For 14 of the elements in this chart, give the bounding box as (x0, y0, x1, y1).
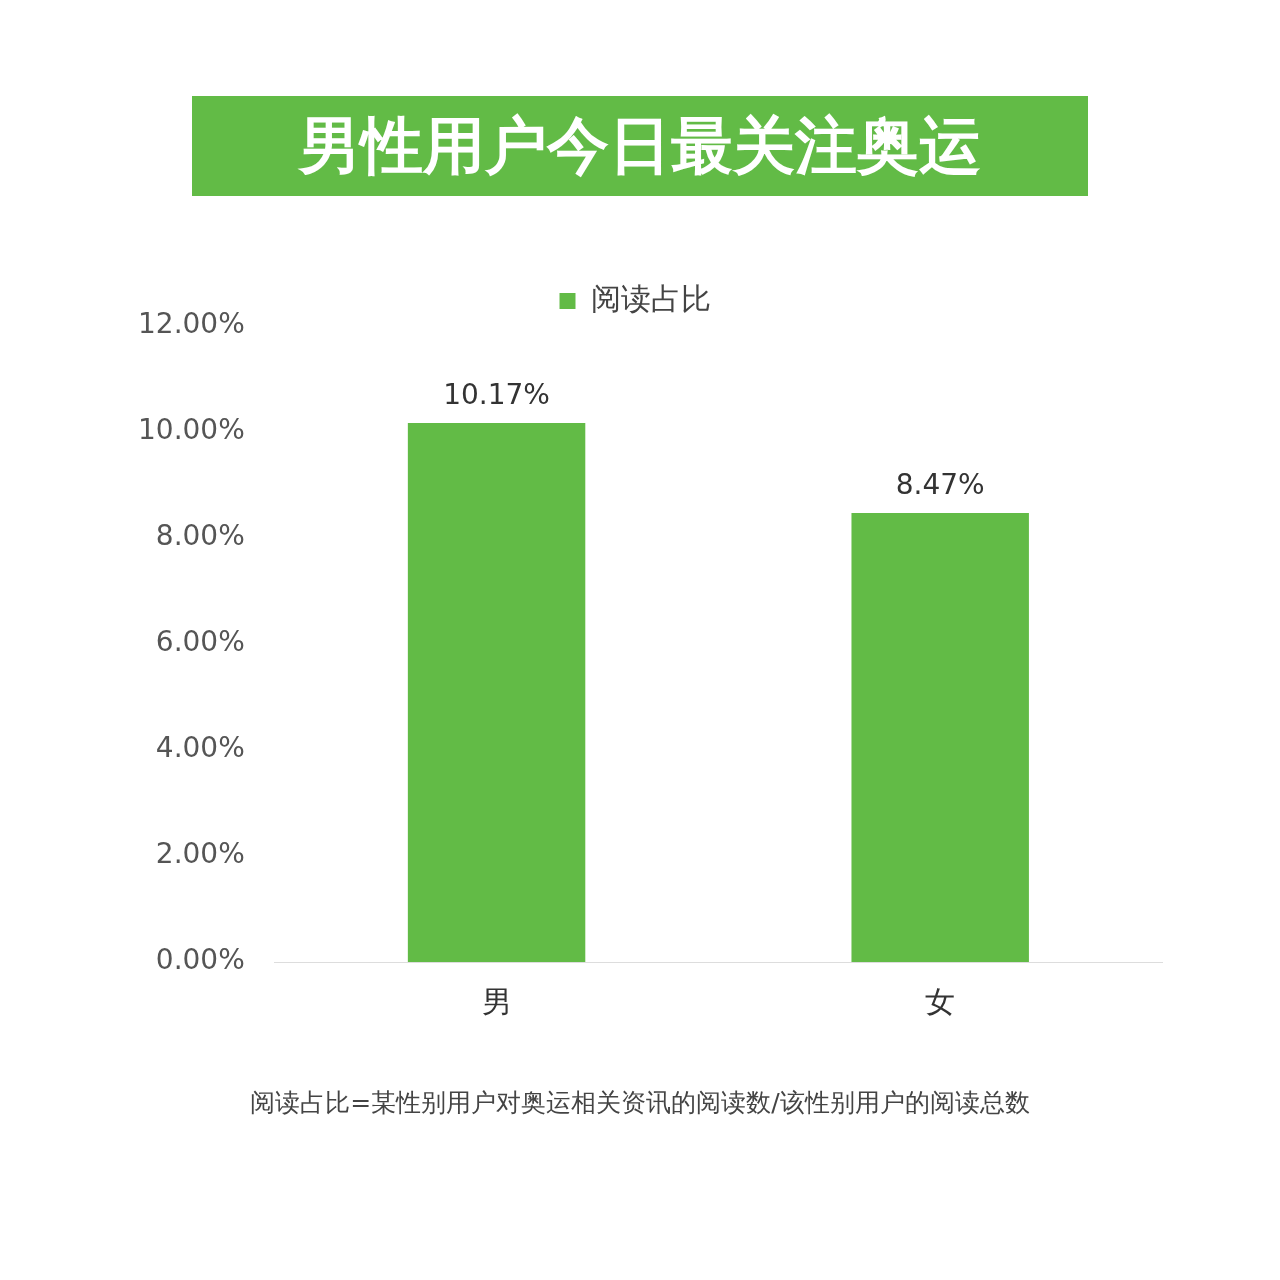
y-tick-label: 8.00% (155, 519, 245, 553)
y-tick-label: 2.00% (155, 837, 245, 871)
chart-title: 男性用户今日最关注奥运 (299, 108, 981, 184)
y-tick-label: 4.00% (155, 731, 245, 765)
y-tick-label: 10.00% (138, 413, 245, 447)
x-tick-label: 男 (481, 983, 512, 1019)
legend-label: 阅读占比 (590, 280, 711, 316)
y-tick-label: 0.00% (155, 943, 245, 977)
y-tick-label: 12.00% (138, 307, 245, 341)
data-label: 8.47% (895, 468, 985, 502)
data-label: 10.17% (443, 378, 550, 412)
x-tick-label: 女 (925, 983, 956, 1019)
y-tick-label: 6.00% (155, 625, 245, 659)
text: 阅读占比=某性别用户对奥运相关资讯的阅读数/该性别用户的阅读总数 (249, 1087, 1031, 1119)
